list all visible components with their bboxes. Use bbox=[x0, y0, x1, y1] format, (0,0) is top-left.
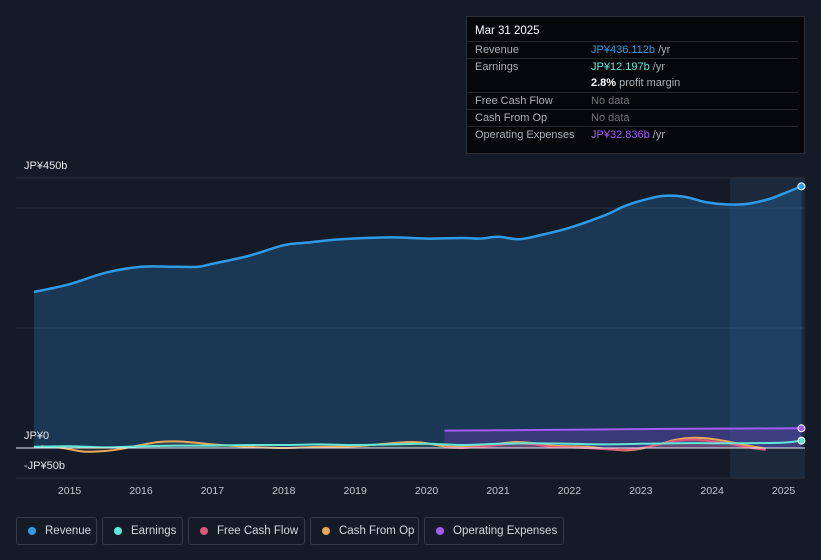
tooltip-row-cfo: Cash From Op No data bbox=[467, 109, 798, 127]
revenue-area bbox=[33, 186, 802, 449]
tooltip-row-opex: Operating Expenses JP¥32.836b /yr bbox=[467, 126, 798, 144]
tooltip-date: Mar 31 2025 bbox=[475, 25, 540, 37]
tooltip-label: Earnings bbox=[475, 61, 519, 73]
legend-dot bbox=[436, 527, 444, 535]
tooltip-unit: /yr bbox=[655, 44, 671, 56]
tooltip-label: Free Cash Flow bbox=[475, 95, 553, 107]
legend-dot bbox=[200, 527, 208, 535]
x-tick-label: 2019 bbox=[343, 485, 367, 497]
legend-earnings[interactable]: Earnings bbox=[102, 517, 183, 545]
legend-label: Operating Expenses bbox=[453, 525, 558, 537]
tooltip-row-margin: 2.8% profit margin bbox=[467, 75, 798, 92]
x-tick-label: 2018 bbox=[272, 485, 296, 497]
revenue-endpoint bbox=[797, 182, 806, 191]
legend-label: Cash From Op bbox=[339, 525, 415, 537]
x-tick-label: 2015 bbox=[57, 485, 82, 497]
tooltip-value: JP¥436.112b bbox=[591, 44, 656, 56]
x-tick-label: 2016 bbox=[129, 485, 153, 497]
x-tick-label: 2017 bbox=[200, 485, 225, 497]
tooltip-row-earnings: Earnings JP¥12.197b /yr bbox=[467, 58, 798, 76]
tooltip-label: Cash From Op bbox=[475, 112, 548, 124]
x-tick-label: 2025 bbox=[771, 485, 796, 497]
legend-cash-from-op[interactable]: Cash From Op bbox=[310, 517, 419, 545]
y-label-zero: JP¥0 bbox=[24, 430, 50, 442]
free-cash-flow-area bbox=[444, 439, 766, 450]
tooltip-value: JP¥32.836b bbox=[591, 129, 650, 141]
tooltip-unit: /yr bbox=[649, 129, 665, 141]
tooltip-row-fcf: Free Cash Flow No data bbox=[467, 92, 798, 110]
y-label-top: JP¥450b bbox=[24, 160, 68, 172]
legend-dot bbox=[114, 527, 122, 535]
x-tick-label: 2022 bbox=[557, 485, 582, 497]
tooltip-row-revenue: Revenue JP¥436.112b /yr bbox=[467, 41, 798, 59]
tooltip-label: Revenue bbox=[475, 44, 520, 56]
x-tick-label: 2023 bbox=[629, 485, 653, 497]
operating-expenses-line bbox=[444, 427, 802, 432]
tooltip-value: No data bbox=[591, 112, 630, 124]
legend-dot bbox=[322, 527, 330, 535]
earnings-line bbox=[33, 439, 802, 449]
legend-dot bbox=[28, 527, 36, 535]
revenue-line bbox=[33, 185, 802, 294]
legend-label: Earnings bbox=[131, 525, 177, 537]
legend-free-cash-flow[interactable]: Free Cash Flow bbox=[188, 517, 305, 545]
tooltip-label: Operating Expenses bbox=[475, 129, 575, 141]
legend-revenue[interactable]: Revenue bbox=[16, 517, 97, 545]
x-tick-label: 2020 bbox=[414, 485, 439, 497]
operating-expenses-endpoint bbox=[797, 424, 806, 433]
free-cash-flow-line bbox=[444, 438, 766, 451]
tooltip-unit: profit margin bbox=[616, 77, 681, 89]
x-tick-label: 2024 bbox=[700, 485, 724, 497]
legend-label: Free Cash Flow bbox=[217, 525, 299, 537]
tooltip-value: JP¥12.197b bbox=[591, 61, 650, 73]
x-tick-label: 2021 bbox=[486, 485, 510, 497]
tooltip-panel: Mar 31 2025 Revenue JP¥436.112b /yr Earn… bbox=[466, 16, 805, 154]
tooltip-value: 2.8% bbox=[591, 77, 617, 89]
earnings-endpoint bbox=[797, 436, 806, 445]
y-label-bottom: -JP¥50b bbox=[24, 460, 65, 472]
legend-operating-expenses[interactable]: Operating Expenses bbox=[424, 517, 564, 545]
tooltip-value: No data bbox=[591, 95, 630, 107]
tooltip-unit: /yr bbox=[649, 61, 665, 73]
legend-label: Revenue bbox=[45, 525, 92, 537]
